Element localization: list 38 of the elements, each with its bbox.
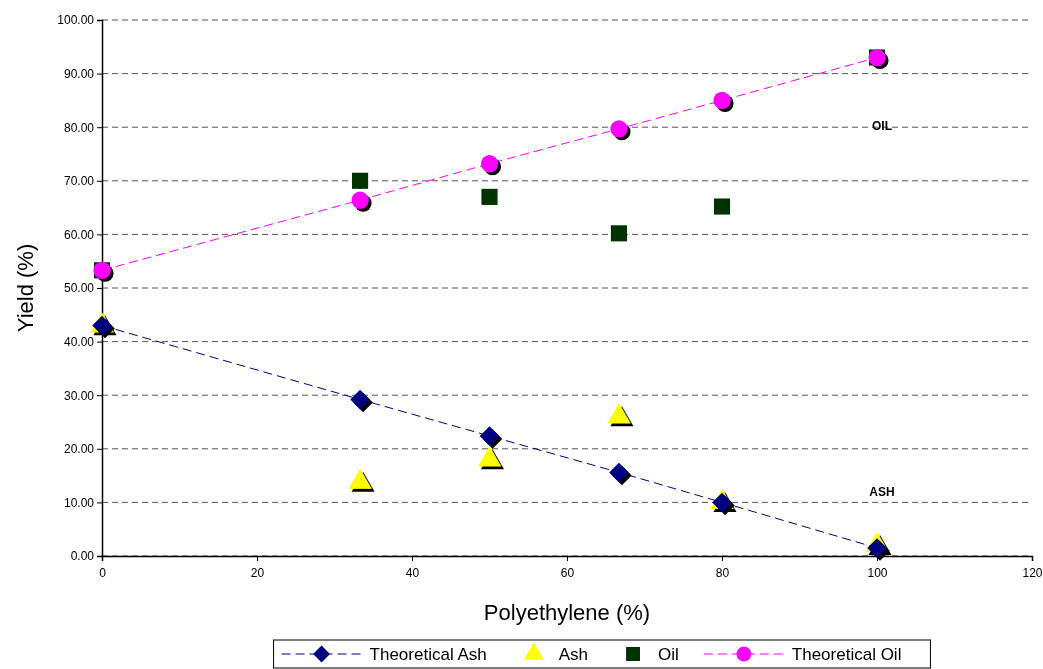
x-tick-label: 20 (250, 566, 265, 581)
y-tick-label: 30.00 (63, 388, 95, 403)
point (352, 172, 369, 189)
annotation: ASH (869, 485, 895, 499)
point (713, 198, 731, 215)
point (610, 120, 628, 138)
point (350, 389, 370, 410)
x-axis-title: Polyethylene (%) (483, 600, 651, 625)
y-tick-label: 60.00 (63, 227, 95, 242)
x-tick-label: 100 (867, 566, 888, 581)
x-tick-label: 80 (715, 566, 730, 581)
y-tick-label: 90.00 (63, 66, 95, 81)
point (481, 188, 498, 205)
point (713, 91, 731, 109)
point (610, 225, 627, 242)
annotation: OIL (872, 119, 892, 133)
x-tick-label: 60 (560, 566, 575, 581)
point (480, 155, 499, 173)
legend-label: Theoretical Oil (791, 645, 902, 664)
y-tick-label: 80.00 (63, 120, 95, 135)
y-tick-label: 20.00 (63, 442, 95, 457)
y-tick-label: 10.00 (63, 495, 95, 510)
point (479, 426, 500, 446)
y-tick-label: 70.00 (63, 174, 95, 189)
point (867, 538, 887, 558)
y-tick-label: 0.00 (70, 549, 95, 564)
legend-label: Oil (658, 645, 679, 664)
x-tick-label: 120 (1022, 566, 1043, 581)
x-tick-label: 0 (99, 566, 107, 581)
legend-label: Theoretical Ash (369, 645, 487, 664)
y-tick-label: 40.00 (63, 334, 95, 349)
legend-label: Ash (558, 645, 589, 664)
y-tick-label: 50.00 (63, 281, 95, 296)
point (609, 462, 629, 483)
x-tick-label: 40 (405, 566, 420, 581)
y-axis-title: Yield (%) (13, 243, 38, 333)
y-tick-label: 100.00 (57, 13, 95, 28)
point (351, 191, 369, 209)
